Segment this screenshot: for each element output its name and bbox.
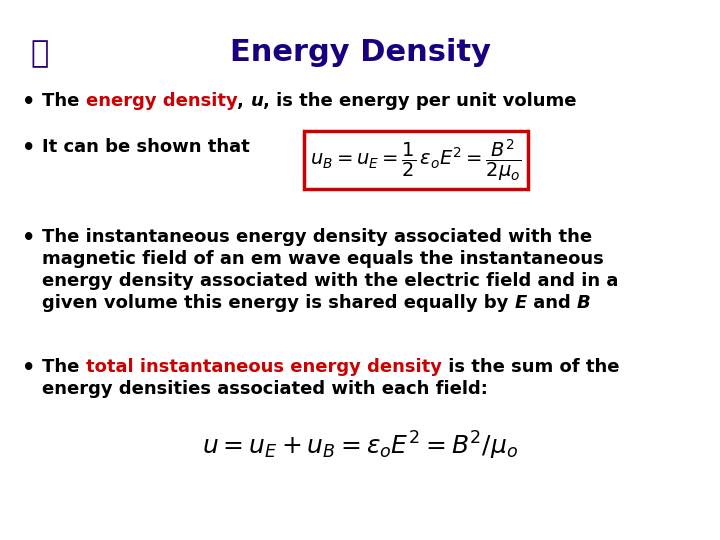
Text: , is the energy per unit volume: , is the energy per unit volume — [264, 92, 577, 110]
Text: 🦎: 🦎 — [30, 39, 49, 69]
Text: •: • — [22, 92, 35, 112]
Text: B: B — [577, 294, 590, 312]
Text: $u =u_E + u_B = \varepsilon_o E^2 = B^2 / \mu_o$: $u =u_E + u_B = \varepsilon_o E^2 = B^2 … — [202, 430, 518, 462]
Text: •: • — [22, 138, 35, 158]
Text: total instantaneous energy density: total instantaneous energy density — [86, 358, 441, 376]
Text: u: u — [251, 92, 264, 110]
Text: energy densities associated with each field:: energy densities associated with each fi… — [42, 380, 488, 398]
Text: ,: , — [238, 92, 251, 110]
Text: given volume this energy is shared equally by: given volume this energy is shared equal… — [42, 294, 515, 312]
Bar — [304, 131, 528, 189]
Text: The: The — [42, 358, 86, 376]
Text: energy density: energy density — [86, 92, 238, 110]
Text: •: • — [22, 228, 35, 248]
Text: magnetic field of an em wave equals the instantaneous: magnetic field of an em wave equals the … — [42, 250, 604, 268]
Text: •: • — [22, 358, 35, 378]
Text: The instantaneous energy density associated with the: The instantaneous energy density associa… — [42, 228, 592, 246]
Text: Energy Density: Energy Density — [230, 38, 490, 67]
Text: $u_B = u_E = \dfrac{1}{2}\,\varepsilon_o E^2 = \dfrac{B^2}{2\mu_o}$: $u_B = u_E = \dfrac{1}{2}\,\varepsilon_o… — [310, 137, 522, 183]
Text: E: E — [515, 294, 527, 312]
Text: It can be shown that: It can be shown that — [42, 138, 250, 156]
Text: energy density associated with the electric field and in a: energy density associated with the elect… — [42, 272, 618, 290]
Text: and: and — [527, 294, 577, 312]
Text: is the sum of the: is the sum of the — [441, 358, 619, 376]
Text: The: The — [42, 92, 86, 110]
